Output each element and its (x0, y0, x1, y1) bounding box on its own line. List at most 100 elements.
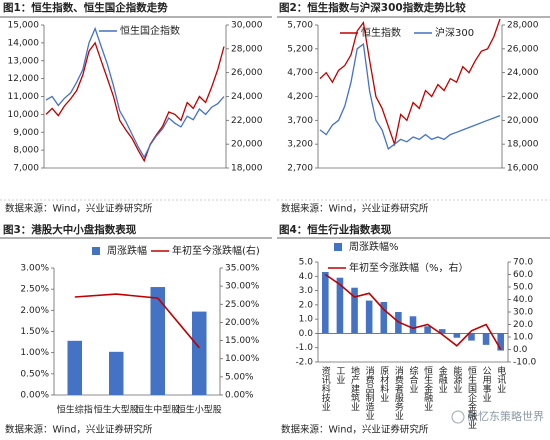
bar (67, 340, 83, 395)
y-tick-label: 2,700 (287, 164, 313, 174)
y-tick-label: 0.00% (20, 391, 49, 401)
y-tick-label: 2.50% (20, 285, 49, 295)
bar (380, 302, 388, 334)
y-tick-label: 1.0 (299, 315, 314, 325)
y2-tick-label: -10.0 (513, 358, 537, 368)
x-tick-label: 电讯业 (495, 365, 506, 393)
y-tick-label: 1.00% (20, 348, 49, 358)
y-tick-label: 9,000 (13, 128, 39, 138)
legend-label: 沪深300 (435, 26, 474, 39)
bar (365, 300, 373, 334)
y2-tick-label: 20,000 (507, 116, 539, 126)
y-tick-label: 7,000 (13, 164, 39, 174)
bar (453, 333, 461, 338)
y-tick-label: 3.00% (20, 264, 49, 274)
y2-tick-label: 30.0 (513, 308, 533, 318)
line-series (45, 26, 225, 159)
legend-swatch (334, 243, 342, 251)
y2-tick-label: 5.00% (225, 372, 254, 382)
y2-tick-label: 20,000 (231, 140, 263, 150)
bar (409, 316, 417, 334)
legend-label: 年初至今涨跌幅（%，右） (349, 261, 469, 274)
x-tick-label: 消费者服务业 (393, 365, 404, 420)
watermark-icon (451, 410, 465, 424)
y2-tick-label: 20.0 (513, 320, 533, 330)
y-tick-label: 5,700 (287, 21, 313, 31)
source-note: 数据来源：Wind，兴业证券研究所 (5, 424, 153, 436)
legend-label: 周涨跌幅 (107, 244, 147, 257)
x-tick-label: 工业 (334, 366, 345, 384)
legend-label: 恒生指数 (361, 26, 401, 39)
y-tick-label: 3.0 (299, 286, 314, 296)
source-note: 数据来源：Wind，兴业证券研究所 (281, 424, 429, 436)
y2-tick-label: 22,000 (507, 92, 539, 102)
y2-tick-label: 70.0 (513, 258, 533, 268)
chart-title: 图4：恒生行业指数表现 (279, 223, 392, 236)
y2-tick-label: 20.00% (225, 318, 260, 328)
legend-swatch (92, 247, 100, 255)
line-series (45, 41, 225, 163)
y2-tick-label: 30.00% (225, 282, 260, 292)
y2-tick-label: 18,000 (507, 140, 539, 150)
bar (108, 351, 124, 395)
y-tick-label: 8,000 (13, 146, 39, 156)
y-tick-label: 14,000 (8, 38, 40, 48)
y2-tick-label: 60.0 (513, 270, 533, 280)
x-tick-label: 地产建筑业 (349, 365, 360, 411)
line-series (319, 18, 501, 147)
y-tick-label: 2.0 (299, 300, 314, 310)
x-tick-label: 恒生中型股 (135, 404, 180, 416)
y2-tick-label: 22,000 (231, 116, 263, 126)
bar (438, 329, 446, 334)
y-tick-label: 4,700 (287, 68, 313, 78)
y-tick-label: 12,000 (8, 74, 40, 84)
y-tick-label: 11,000 (8, 92, 40, 102)
line-series (74, 293, 200, 349)
y-tick-label: -1.0 (295, 343, 313, 353)
y-tick-label: 5.0 (299, 258, 314, 268)
y2-tick-label: 18,000 (231, 164, 263, 174)
source-note: 数据来源：Wind，兴业证券研究所 (281, 203, 429, 215)
x-tick-label: 恒生大型股 (94, 404, 139, 416)
y2-tick-label: 50.0 (513, 283, 533, 293)
y2-tick-label: 0.0 (513, 345, 528, 355)
y2-tick-label: 24,000 (231, 92, 263, 102)
source-note: 数据来源：Wind，兴业证券研究所 (5, 203, 153, 215)
x-tick-label: 原材料业 (378, 366, 389, 402)
y-tick-label: 2.00% (20, 306, 49, 316)
bar (336, 277, 344, 334)
y2-tick-label: 28,000 (507, 21, 539, 31)
y-tick-label: -2.0 (295, 358, 313, 368)
x-tick-label: 资讯科技业 (320, 366, 331, 411)
y-tick-label: 13,000 (8, 56, 40, 66)
y2-tick-label: 10.0 (513, 333, 533, 343)
bar (150, 287, 166, 395)
line-series (324, 273, 502, 350)
bar (424, 326, 431, 334)
y2-tick-label: 35.00% (225, 264, 260, 274)
line-series (319, 42, 501, 150)
y-tick-label: 10,000 (8, 110, 40, 120)
y-tick-label: 3,700 (287, 116, 313, 126)
bar (351, 287, 358, 334)
x-tick-label: 金融业 (437, 365, 448, 393)
bar (497, 333, 504, 351)
chart-title: 图3：港股大中小盘指数表现 (3, 223, 137, 236)
x-tick-label: 恒生小型股 (177, 404, 222, 416)
y2-tick-label: 25.00% (225, 300, 260, 310)
bar (482, 333, 490, 345)
x-tick-label: 恒生金融业 (422, 365, 433, 411)
y2-tick-label: 0.00% (225, 391, 254, 401)
bar (191, 311, 207, 395)
y-tick-label: 0.50% (20, 369, 49, 379)
legend-label: 恒生国企指数 (120, 24, 180, 37)
y2-tick-label: 26,000 (507, 44, 539, 54)
y-tick-label: 5,200 (287, 44, 313, 54)
y-tick-label: 15,000 (8, 21, 40, 31)
x-tick-label: 消费品制造业 (364, 365, 375, 420)
chart-title: 图1：恒生指数、恒生国企指数走势 (3, 1, 168, 14)
x-tick-label: 能源业 (451, 365, 462, 393)
bar (322, 272, 329, 334)
